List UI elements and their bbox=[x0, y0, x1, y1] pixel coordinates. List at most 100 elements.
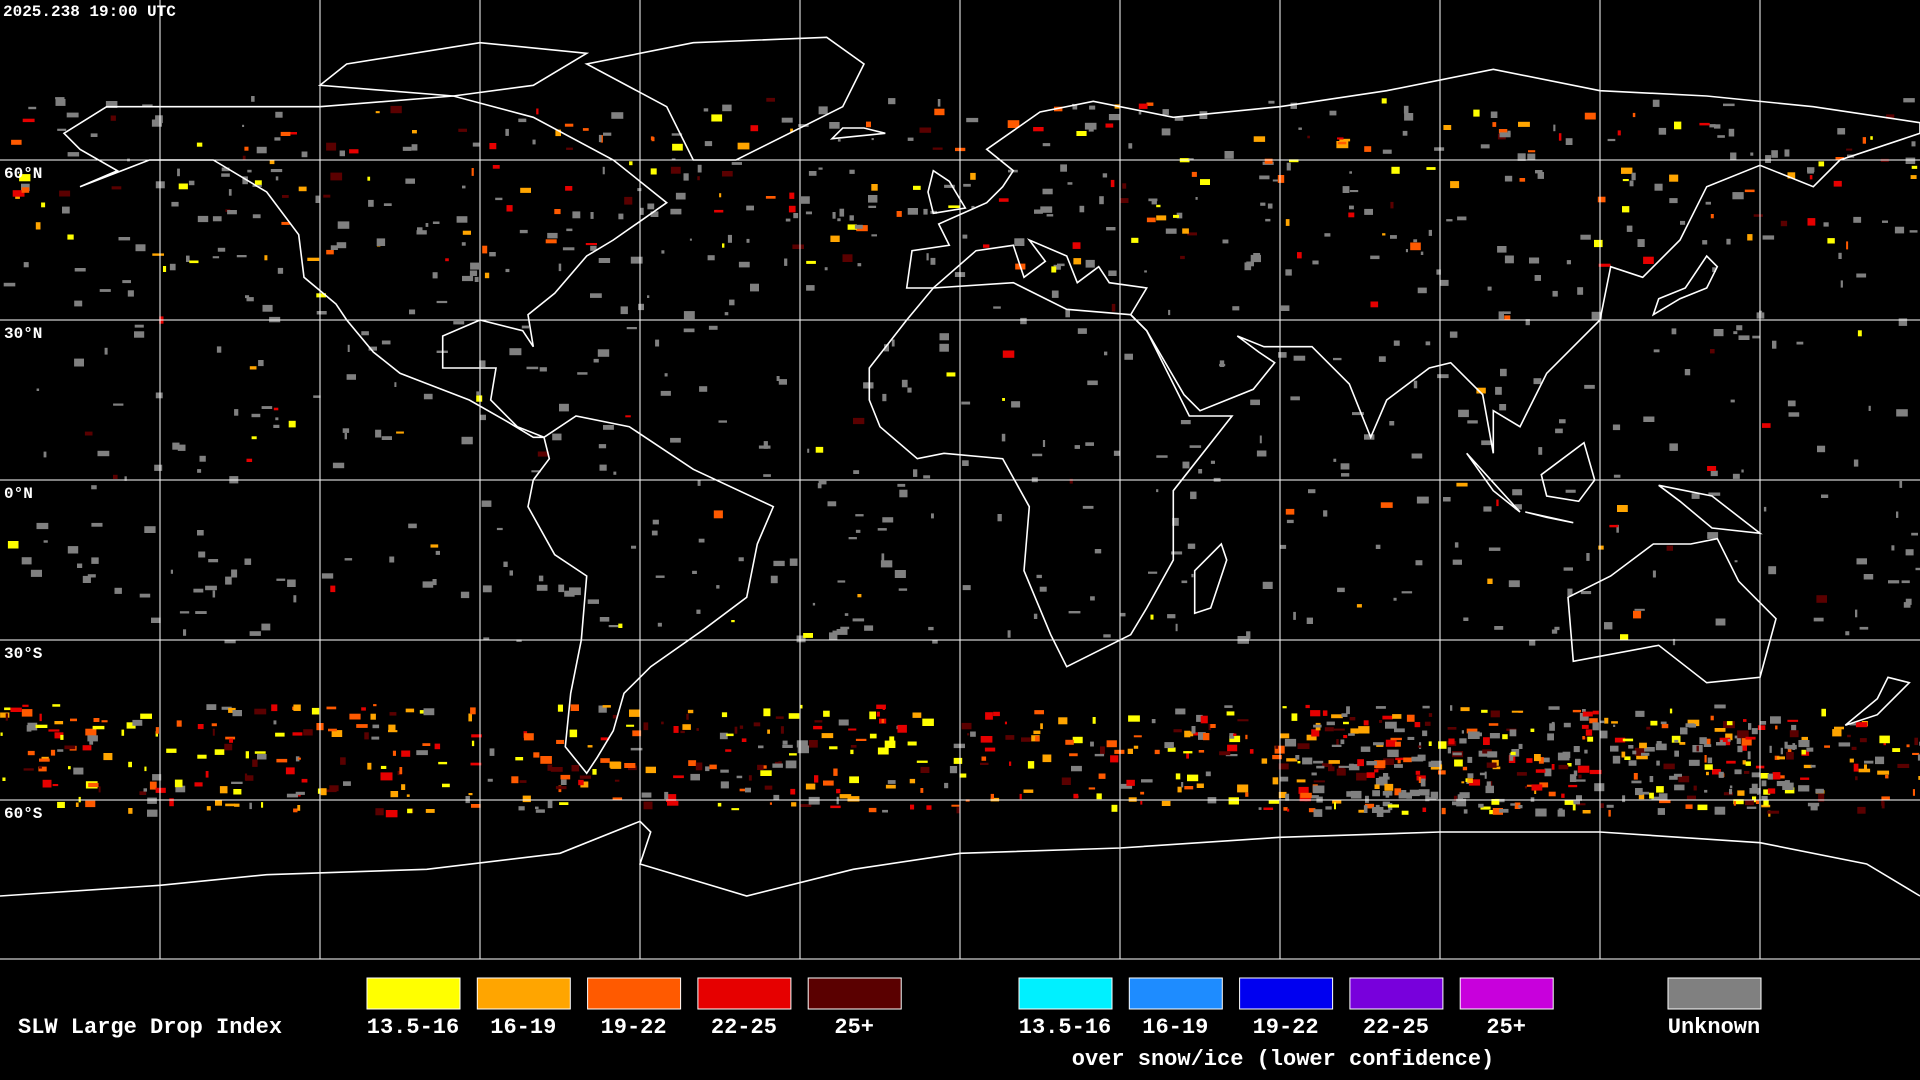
cloud-pixel bbox=[1775, 725, 1778, 730]
cloud-pixel bbox=[967, 733, 970, 736]
cloud-pixel bbox=[1885, 774, 1889, 779]
cloud-pixel bbox=[1466, 728, 1478, 734]
cloud-pixel bbox=[1573, 800, 1580, 805]
cloud-pixel bbox=[1653, 349, 1660, 353]
cloud-pixel bbox=[236, 255, 247, 258]
legend-swatch bbox=[587, 977, 682, 1010]
cloud-pixel bbox=[1651, 796, 1663, 801]
cloud-pixel bbox=[1336, 141, 1349, 149]
cloud-pixel bbox=[1767, 773, 1773, 780]
cloud-pixel bbox=[716, 585, 720, 589]
cloud-pixel bbox=[578, 779, 584, 786]
cloud-pixel bbox=[155, 731, 158, 737]
cloud-pixel bbox=[54, 721, 64, 725]
cloud-pixel bbox=[1518, 805, 1523, 809]
cloud-pixel bbox=[1341, 713, 1348, 717]
cloud-pixel bbox=[1568, 784, 1578, 788]
cloud-pixel bbox=[1042, 143, 1051, 147]
cloud-pixel bbox=[1105, 123, 1114, 128]
cloud-pixel bbox=[1622, 738, 1634, 742]
cloud-pixel bbox=[1535, 808, 1547, 817]
cloud-pixel bbox=[1504, 175, 1513, 182]
cloud-pixel bbox=[399, 767, 403, 775]
cloud-pixel bbox=[1293, 611, 1296, 620]
cloud-pixel bbox=[1589, 769, 1602, 775]
cloud-pixel bbox=[571, 765, 580, 772]
cloud-pixel bbox=[1763, 789, 1771, 795]
cloud-pixel bbox=[1710, 214, 1714, 219]
cloud-pixel bbox=[951, 804, 960, 807]
cloud-pixel bbox=[1714, 704, 1726, 709]
cloud-pixel bbox=[719, 193, 722, 198]
cloud-pixel bbox=[946, 372, 956, 377]
cloud-pixel bbox=[19, 174, 31, 182]
cloud-pixel bbox=[773, 794, 780, 801]
cloud-pixel bbox=[1447, 727, 1457, 730]
cloud-pixel bbox=[1784, 787, 1795, 794]
cloud-pixel bbox=[1613, 724, 1616, 727]
cloud-pixel bbox=[12, 190, 25, 197]
cloud-pixel bbox=[839, 794, 852, 799]
cloud-pixel bbox=[630, 747, 643, 751]
cloud-pixel bbox=[791, 802, 797, 807]
cloud-pixel bbox=[888, 98, 896, 105]
cloud-pixel bbox=[1449, 331, 1458, 338]
cloud-pixel bbox=[758, 445, 771, 449]
cloud-pixel bbox=[347, 344, 350, 352]
cloud-pixel bbox=[598, 258, 611, 263]
cloud-pixel bbox=[1614, 737, 1626, 743]
cloud-pixel bbox=[522, 795, 531, 803]
cloud-pixel bbox=[1482, 749, 1492, 754]
cloud-pixel bbox=[492, 165, 500, 169]
cloud-pixel bbox=[303, 729, 313, 736]
cloud-pixel bbox=[1624, 756, 1631, 760]
cloud-pixel bbox=[864, 625, 874, 631]
cloud-pixel bbox=[401, 750, 411, 757]
cloud-pixel bbox=[4, 707, 11, 711]
cloud-pixel bbox=[1331, 744, 1342, 747]
cloud-pixel bbox=[1807, 218, 1816, 226]
cloud-pixel bbox=[1663, 763, 1675, 770]
cloud-pixel bbox=[813, 725, 823, 730]
cloud-pixel bbox=[686, 713, 689, 720]
cloud-pixel bbox=[1237, 719, 1249, 722]
cloud-pixel bbox=[550, 767, 563, 772]
cloud-pixel bbox=[592, 769, 597, 775]
cloud-pixel bbox=[1336, 739, 1339, 747]
cloud-pixel bbox=[884, 740, 896, 748]
cloud-pixel bbox=[1751, 772, 1760, 778]
cloud-pixel bbox=[1558, 764, 1569, 770]
cloud-pixel bbox=[1763, 799, 1769, 806]
cloud-pixel bbox=[1504, 315, 1511, 321]
cloud-pixel bbox=[1374, 760, 1386, 769]
cloud-pixel bbox=[1609, 524, 1619, 528]
cloud-pixel bbox=[1382, 233, 1386, 236]
cloud-pixel bbox=[1219, 751, 1231, 756]
cloud-pixel bbox=[1200, 179, 1210, 185]
cloud-pixel bbox=[367, 762, 372, 770]
cloud-pixel bbox=[1734, 769, 1742, 775]
cloud-pixel bbox=[533, 752, 540, 758]
cloud-pixel bbox=[1322, 710, 1328, 716]
cloud-pixel bbox=[1439, 279, 1449, 286]
cloud-pixel bbox=[1816, 595, 1827, 603]
cloud-pixel bbox=[405, 708, 415, 713]
latitude-label: 30°N bbox=[4, 325, 42, 343]
cloud-pixel bbox=[1488, 547, 1501, 551]
cloud-pixel bbox=[1203, 733, 1210, 741]
cloud-pixel bbox=[1308, 808, 1316, 813]
cloud-pixel bbox=[837, 218, 841, 222]
cloud-pixel bbox=[1786, 752, 1794, 760]
cloud-pixel bbox=[1333, 728, 1345, 731]
cloud-pixel bbox=[1598, 545, 1604, 550]
cloud-pixel bbox=[720, 769, 729, 773]
cloud-pixel bbox=[650, 211, 659, 217]
cloud-pixel bbox=[1298, 127, 1302, 130]
cloud-pixel bbox=[1289, 159, 1299, 163]
cloud-pixel bbox=[697, 164, 702, 173]
cloud-pixel bbox=[1621, 751, 1626, 758]
cloud-pixel bbox=[1415, 770, 1421, 775]
cloud-pixel bbox=[36, 388, 40, 391]
cloud-pixel bbox=[367, 176, 371, 181]
cloud-pixel bbox=[1035, 735, 1040, 742]
